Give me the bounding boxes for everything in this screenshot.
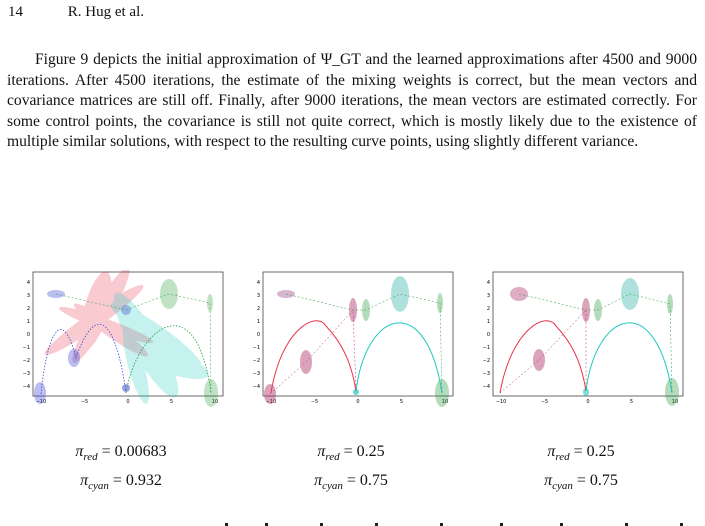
running-head: R. Hug et al. [67, 4, 144, 20]
x-tick-label: −10 [266, 399, 277, 405]
y-tick-label: 4 [487, 280, 490, 286]
x-tick-label: 5 [400, 399, 403, 405]
y-tick-label: 0 [27, 332, 30, 338]
y-tick-label: 1 [257, 319, 260, 325]
cropped-next-line [225, 523, 683, 526]
y-tick-label: 2 [27, 306, 30, 312]
x-tick-labels: −10 −5 0 5 10 [36, 399, 218, 405]
y-tick-labels: 4 3 2 1 0 −1 −2 −3 −4 [483, 280, 490, 390]
caption-cyan-weight: πcyan = 0.75 [544, 472, 618, 493]
body-paragraph: Figure 9 depicts the initial approximati… [7, 51, 697, 151]
caption-red-weight: πred = 0.00683 [75, 443, 167, 464]
caption-panel-1: πred = 0.00683 πcyan = 0.932 [16, 440, 226, 498]
x-tick-labels: −10 −5 0 5 10 [496, 399, 678, 405]
x-tick-label: −5 [541, 399, 548, 405]
y-tick-labels: 4 3 2 1 0 −1 −2 −3 −4 [23, 280, 30, 390]
x-tick-label: 10 [672, 399, 678, 405]
figure-panel-2: 4 3 2 1 0 −1 −2 −3 −4 −10 −5 0 5 10 [246, 270, 456, 420]
caption-panel-2: πred = 0.25 πcyan = 0.75 [246, 440, 456, 498]
y-tick-labels: 4 3 2 1 0 −1 −2 −3 −4 [253, 280, 260, 390]
x-tick-label: 0 [356, 399, 359, 405]
y-tick-label: −4 [253, 384, 260, 390]
green-components [160, 279, 218, 407]
x-tick-label: 10 [442, 399, 448, 405]
caption-cyan-weight: πcyan = 0.75 [314, 472, 388, 493]
x-tick-label: −5 [311, 399, 318, 405]
y-tick-label: 1 [487, 319, 490, 325]
y-tick-label: −4 [23, 384, 30, 390]
x-tick-label: 10 [212, 399, 218, 405]
y-tick-label: 0 [257, 332, 260, 338]
blue-components [34, 290, 131, 404]
plot-frame [262, 271, 454, 397]
x-tick-label: 5 [170, 399, 173, 405]
y-tick-label: −3 [23, 371, 30, 377]
y-tick-label: 4 [27, 280, 30, 286]
caption-red-weight: πred = 0.25 [317, 443, 385, 464]
y-tick-label: −2 [483, 358, 490, 364]
cyan-covariance-fan [110, 292, 209, 404]
y-tick-label: 3 [27, 293, 30, 299]
y-tick-label: 2 [487, 306, 490, 312]
x-tick-label: −5 [81, 399, 88, 405]
figure-panel-3: 4 3 2 1 0 −1 −2 −3 −4 −10 −5 0 5 10 [476, 270, 686, 420]
x-tick-label: 0 [586, 399, 589, 405]
page-header: 14 R. Hug et al. [8, 4, 144, 21]
figure-panel-1: 4 3 2 1 0 −1 −2 −3 −4 −10 −5 0 5 10 [16, 270, 226, 420]
y-tick-label: 4 [257, 280, 260, 286]
caption-panel-3: πred = 0.25 πcyan = 0.75 [476, 440, 686, 498]
x-tick-label: 5 [630, 399, 633, 405]
y-tick-label: −3 [483, 371, 490, 377]
x-tick-label: −10 [496, 399, 507, 405]
y-tick-label: 3 [257, 293, 260, 299]
y-tick-label: −1 [23, 345, 30, 351]
x-tick-labels: −10 −5 0 5 10 [266, 399, 448, 405]
y-tick-label: 2 [257, 306, 260, 312]
y-tick-label: −2 [253, 358, 260, 364]
y-tick-label: −2 [23, 358, 30, 364]
y-tick-label: −3 [253, 371, 260, 377]
y-tick-label: 3 [487, 293, 490, 299]
x-tick-label: 0 [126, 399, 129, 405]
y-tick-label: 1 [27, 319, 30, 325]
x-tick-label: −10 [36, 399, 47, 405]
plot-frame [32, 271, 224, 397]
page-number: 14 [8, 4, 23, 20]
y-tick-label: −1 [253, 345, 260, 351]
y-tick-label: 0 [487, 332, 490, 338]
caption-red-weight: πred = 0.25 [547, 443, 615, 464]
y-tick-label: −1 [483, 345, 490, 351]
caption-cyan-weight: πcyan = 0.932 [80, 472, 162, 493]
y-tick-label: −4 [483, 384, 490, 390]
